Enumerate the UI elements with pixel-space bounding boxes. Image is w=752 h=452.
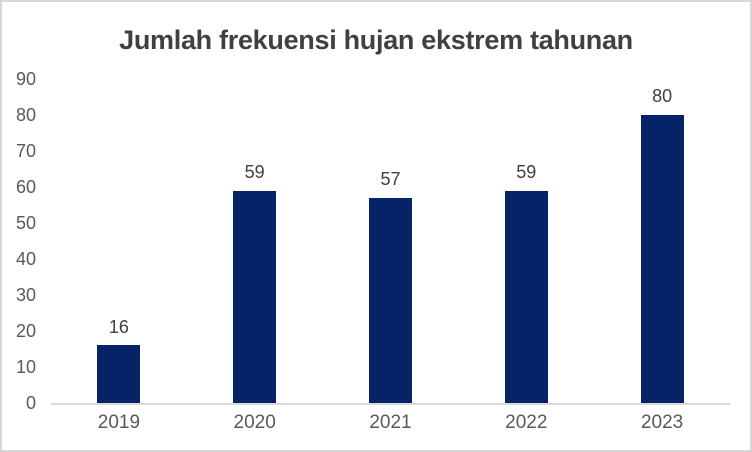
y-tick-label: 10 [15,357,36,378]
bar-2020 [233,190,277,403]
x-category-label-2021: 2021 [369,412,412,433]
y-tick-label: 70 [15,141,36,161]
bar-value-label: 16 [108,316,129,337]
y-tick-label: 20 [15,321,36,342]
chart-body: 0 10 20 30 40 50 60 70 80 90 16 59 57 59 80 [2,70,750,412]
bar-value-label: 57 [380,169,401,190]
plot-area: 16 59 57 59 80 [51,79,730,405]
x-category-label-2022: 2022 [505,412,548,433]
y-tick-label: 90 [15,69,36,89]
y-tick-label: 50 [15,213,36,233]
bar-value-label: 59 [244,161,265,182]
bar-value-label: 59 [516,161,537,182]
y-tick-label: 30 [15,285,36,305]
bar-category-2020: 59 [187,79,323,403]
y-tick-label: 80 [15,105,36,126]
x-category-label-2019: 2019 [97,412,141,433]
x-category-label-2020: 2020 [233,412,276,433]
y-tick-label: 60 [15,177,36,197]
bar-2022 [504,190,548,403]
bar-2023 [640,115,684,403]
y-tick-label: 40 [15,249,36,270]
bar-2021 [368,197,412,403]
bar-category-2021: 57 [323,79,459,403]
bar-category-2023: 80 [594,79,730,403]
y-tick-label: 0 [25,393,36,413]
bar-2019 [97,345,141,403]
chart-title: Jumlah frekuensi hujan ekstrem tahunan [119,25,633,55]
x-category-label-2023: 2023 [640,412,684,433]
bar-value-label: 80 [652,86,673,107]
y-axis: 0 10 20 30 40 50 60 70 80 90 [2,70,51,412]
bar-category-2022: 59 [458,79,594,403]
x-axis: 2019 2020 2021 2022 2023 [51,412,750,434]
bar-category-2019: 16 [51,79,187,403]
